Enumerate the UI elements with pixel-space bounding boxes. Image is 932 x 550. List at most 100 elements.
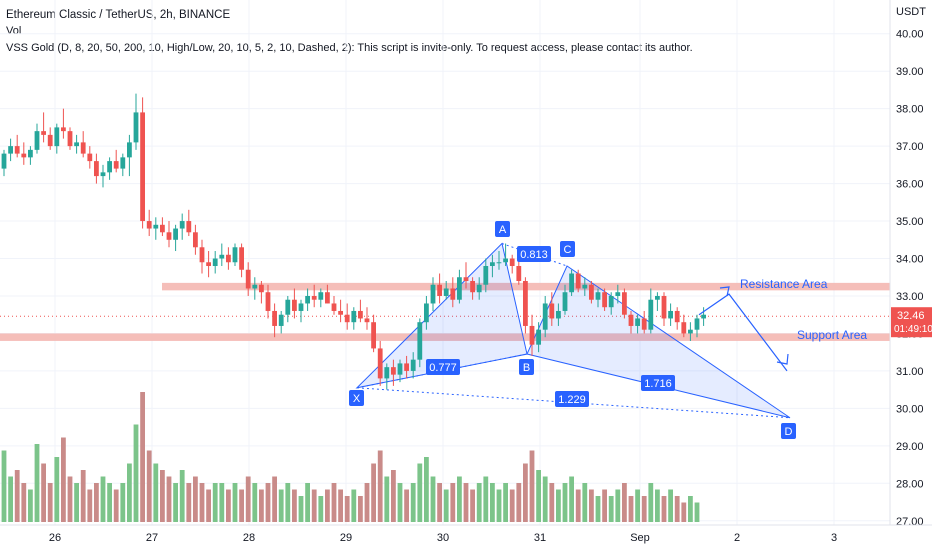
- volume-bar: [556, 489, 561, 522]
- candle-body: [199, 247, 205, 263]
- candle-body: [8, 146, 13, 154]
- volume-bar: [305, 483, 310, 522]
- volume-bar: [615, 489, 621, 522]
- candle-body: [641, 318, 647, 330]
- volume-bar: [133, 424, 139, 522]
- candle-body: [483, 266, 489, 285]
- candle-body: [509, 258, 515, 267]
- volume-bar: [549, 483, 555, 522]
- volume-bar: [239, 489, 244, 522]
- pattern-ratio-line: [356, 387, 791, 419]
- badge-text: B: [523, 362, 530, 374]
- candle-body: [252, 284, 258, 289]
- candlesticks: [1, 93, 706, 390]
- volume-bar: [582, 483, 588, 522]
- candle-body: [628, 314, 634, 326]
- volume-bar: [28, 489, 33, 522]
- volume-bar: [529, 450, 535, 522]
- volume-bar: [74, 483, 79, 522]
- candle-body: [325, 292, 330, 304]
- candle-body: [648, 299, 654, 330]
- price-axis[interactable]: USDT 40.00 39.00 38.00 37.00 36.00 35.00 34.00 3…: [889, 0, 932, 528]
- candle-body: [173, 228, 178, 240]
- candle-body: [503, 258, 508, 263]
- volume-bar: [575, 489, 581, 522]
- candle-body: [424, 303, 429, 323]
- volume-bar: [107, 483, 112, 522]
- candle-body: [166, 232, 172, 240]
- candle-body: [397, 363, 403, 375]
- volume-bar: [212, 483, 218, 522]
- badge-text: A: [499, 224, 507, 236]
- candle-body: [463, 277, 469, 281]
- candle-body: [364, 318, 370, 323]
- price-tick: 36.00: [896, 179, 924, 191]
- candle-body: [28, 149, 33, 158]
- volume-bar: [120, 483, 126, 522]
- candle-body: [615, 292, 621, 296]
- volume-bar: [8, 476, 13, 522]
- volume-bar: [608, 496, 614, 522]
- candle-body: [351, 310, 357, 323]
- volume-bar: [443, 489, 449, 522]
- volume-bar: [54, 457, 60, 522]
- price-tick: 37.00: [896, 141, 924, 153]
- volume-bar: [265, 483, 271, 522]
- volume-bar: [542, 476, 548, 522]
- volume-bar: [622, 483, 627, 522]
- candle-body: [259, 284, 264, 293]
- point-x-label: X: [349, 390, 364, 406]
- price-tick: 38.00: [896, 104, 924, 116]
- point-b-label: B: [519, 359, 534, 375]
- volume-bar: [674, 496, 680, 522]
- volume-bar: [113, 489, 119, 522]
- candle-body: [298, 303, 304, 311]
- badge-text: C: [564, 244, 572, 256]
- countdown-timer: 01:49:10: [894, 324, 932, 335]
- candle-body: [140, 112, 145, 222]
- candle-body: [272, 310, 277, 326]
- point-a-label: A: [495, 221, 510, 237]
- candle-body: [226, 254, 231, 263]
- candle-body: [186, 221, 192, 233]
- candle-body: [245, 269, 251, 289]
- volume-bar: [206, 489, 211, 522]
- volume-bar: [417, 463, 423, 522]
- volume-bar: [688, 496, 693, 522]
- candle-body: [331, 303, 337, 311]
- time-tick: 30: [437, 532, 449, 544]
- time-axis[interactable]: 26 27 28 29 30 31 Sep 2 3: [0, 524, 932, 544]
- price-tick: 39.00: [896, 66, 924, 78]
- candle-body: [193, 232, 198, 248]
- volume-bar: [655, 489, 660, 522]
- candle-body: [536, 329, 541, 345]
- arrow-head-up: [719, 286, 730, 297]
- volume-bar: [338, 489, 343, 522]
- candle-body: [655, 295, 660, 300]
- candle-body: [160, 224, 165, 233]
- volume-bar: [602, 489, 607, 522]
- price-tick: 29.00: [896, 441, 924, 453]
- candle-body: [582, 284, 588, 289]
- time-tick: 26: [49, 532, 61, 544]
- volume-bar: [278, 489, 284, 522]
- volume-bar: [648, 483, 654, 522]
- volume-bar: [437, 483, 442, 522]
- candle-body: [622, 292, 627, 315]
- ratio-xad-label: 1.229: [555, 391, 589, 407]
- price-tick: 35.00: [896, 216, 924, 228]
- candle-body: [344, 314, 350, 323]
- volume-bar: [41, 463, 46, 522]
- price-tick: 30.00: [896, 403, 924, 415]
- candle-body: [681, 322, 687, 334]
- candle-body: [14, 146, 20, 154]
- volume-bar: [569, 476, 574, 522]
- candle-body: [496, 262, 502, 264]
- volume-bars: [1, 392, 700, 522]
- volume-bar: [80, 470, 86, 522]
- candle-body: [569, 273, 574, 293]
- badge-text: 1.229: [558, 394, 586, 406]
- volume-bar: [127, 463, 132, 522]
- volume-bar: [186, 483, 192, 522]
